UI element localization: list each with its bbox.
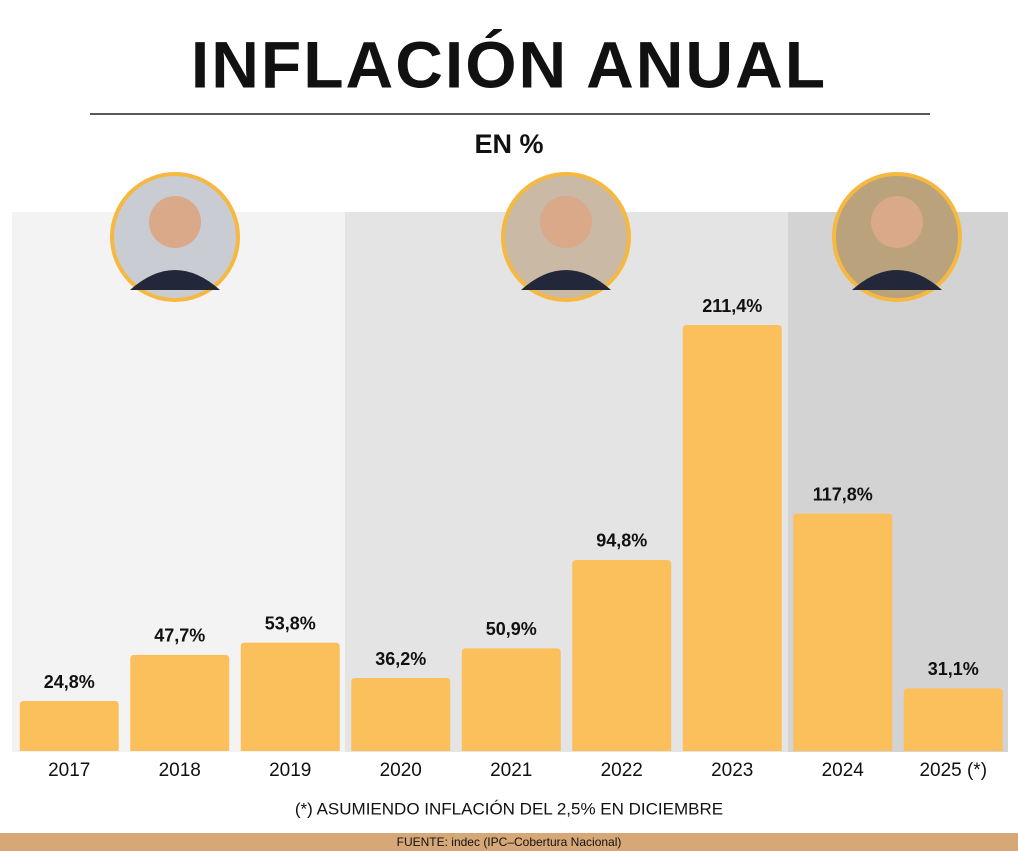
- value-label: 31,1%: [928, 659, 979, 679]
- chart-subtitle: EN %: [474, 129, 543, 159]
- x-tick-label: 2020: [380, 760, 422, 781]
- portrait: [832, 172, 962, 302]
- value-label: 94,8%: [596, 531, 647, 551]
- value-label: 117,8%: [813, 484, 873, 504]
- x-tick-label: 2025 (*): [919, 760, 987, 781]
- bar: [793, 513, 893, 751]
- value-label: 53,8%: [265, 613, 316, 633]
- bar: [130, 654, 230, 751]
- bar: [461, 648, 561, 751]
- x-tick-label: 2019: [269, 760, 311, 781]
- chart-title: INFLACIÓN ANUAL: [191, 27, 827, 101]
- x-tick-label: 2021: [490, 760, 532, 781]
- x-tick-label: 2018: [159, 760, 201, 781]
- x-tick-label: 2017: [48, 760, 90, 781]
- portrait: [501, 172, 631, 302]
- bar: [351, 678, 451, 751]
- footnote: (*) ASUMIENDO INFLACIÓN DEL 2,5% EN DICI…: [295, 799, 723, 818]
- x-tick-label: 2024: [822, 760, 865, 781]
- value-label: 211,4%: [702, 296, 762, 316]
- portrait: [110, 172, 240, 302]
- bar: [903, 688, 1003, 751]
- x-tick-label: 2023: [711, 760, 753, 781]
- x-tick-label: 2022: [601, 760, 643, 781]
- value-label: 50,9%: [486, 619, 537, 639]
- bar: [682, 325, 782, 751]
- bar: [572, 559, 672, 751]
- value-label: 47,7%: [154, 626, 205, 646]
- value-label: 36,2%: [375, 649, 426, 669]
- source: FUENTE: indec (IPC–Cobertura Nacional): [397, 835, 622, 849]
- bar: [19, 701, 119, 751]
- bar: [240, 642, 340, 751]
- value-label: 24,8%: [44, 672, 95, 692]
- source-band: [0, 833, 1018, 851]
